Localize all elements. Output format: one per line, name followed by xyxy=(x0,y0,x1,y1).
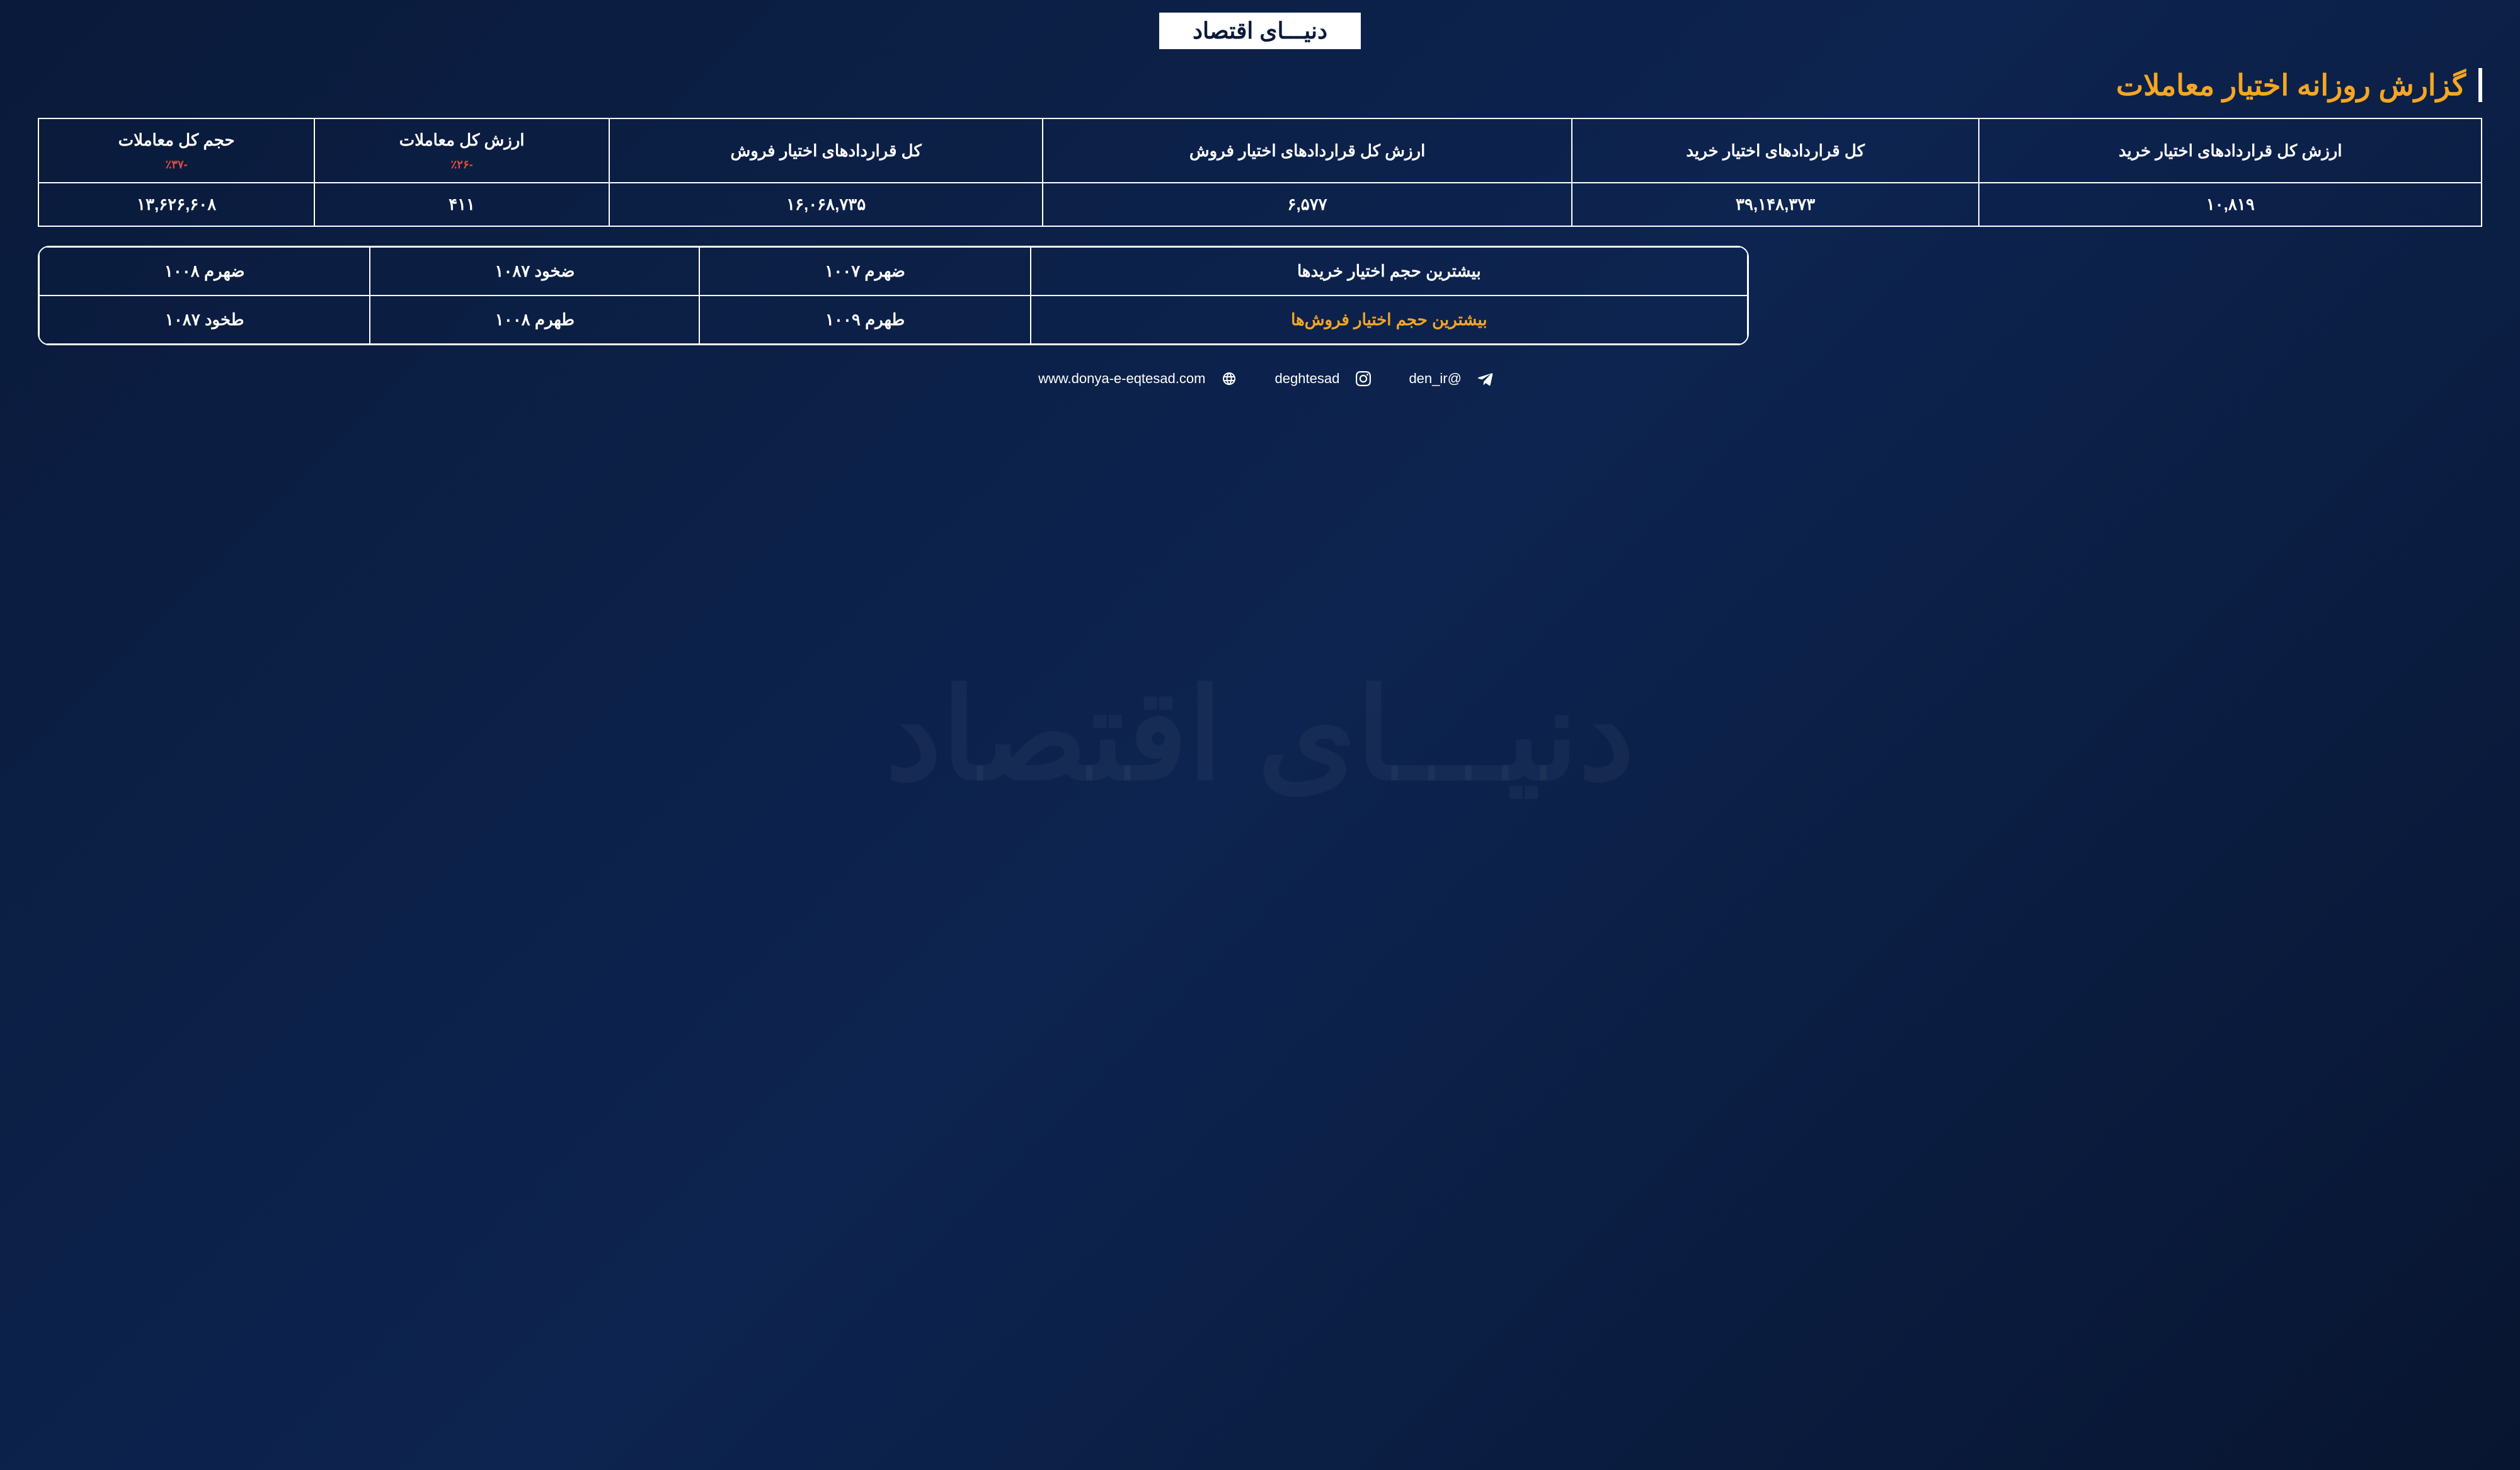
footer-instagram-text: deghtesad xyxy=(1275,370,1340,387)
footer-telegram: @den_ir xyxy=(1397,370,1493,387)
col-header: کل قراردادهای اختیار فروش xyxy=(609,118,1043,183)
footer: @den_ir deghtesad www.donya-e-eqtesad.co… xyxy=(38,370,2482,390)
footer-instagram: deghtesad xyxy=(1264,370,1372,387)
brand-logo: دنیـــای اقتصاد xyxy=(1159,13,1361,49)
volumes-table: بیشترین حجم اختیار خریدها ضهرم ۱۰۰۷ ضخود… xyxy=(38,246,1749,345)
volumes-sell-label: بیشترین حجم اختیار فروش‌ها xyxy=(1031,296,1748,344)
footer-telegram-text: @den_ir xyxy=(1409,370,1462,387)
footer-website-text: www.donya-e-eqtesad.com xyxy=(1038,370,1205,387)
telegram-icon xyxy=(1478,371,1493,386)
title-wrap: گزارش روزانه اختیار معاملات xyxy=(38,68,2482,102)
volumes-cell: طهرم ۱۰۰۸ xyxy=(370,296,699,344)
page-title: گزارش روزانه اختیار معاملات xyxy=(38,68,2466,102)
summary-cell: ۳۹,۱۴۸,۳۷۳ xyxy=(1572,183,1979,226)
volumes-cell: طهرم ۱۰۰۹ xyxy=(699,296,1030,344)
summary-cell: ۶,۵۷۷ xyxy=(1043,183,1571,226)
col-header: ارزش کل معاملات -٪۲۶ xyxy=(314,118,609,183)
pct-value: -٪۲۶ xyxy=(321,156,602,173)
volumes-cell: ضهرم ۱۰۰۷ xyxy=(699,247,1030,296)
summary-cell: ۴۱۱ xyxy=(314,183,609,226)
volumes-buy-label: بیشترین حجم اختیار خریدها xyxy=(1031,247,1748,296)
col-header: ارزش کل قراردادهای اختیار فروش xyxy=(1043,118,1571,183)
instagram-icon xyxy=(1356,371,1371,386)
volumes-cell: ضخود ۱۰۸۷ xyxy=(370,247,699,296)
col-header: کل قراردادهای اختیار خرید xyxy=(1572,118,1979,183)
summary-cell: ۱۳,۶۲۶,۶۰۸ xyxy=(38,183,314,226)
summary-table: ارزش کل قراردادهای اختیار خرید کل قراردا… xyxy=(38,118,2482,227)
watermark: دنیـــای اقتصاد xyxy=(886,662,1635,808)
col-header: حجم کل معاملات -٪۳۷ xyxy=(38,118,314,183)
summary-header-row: ارزش کل قراردادهای اختیار خرید کل قراردا… xyxy=(38,118,2482,183)
col-header: ارزش کل قراردادهای اختیار خرید xyxy=(1979,118,2482,183)
volumes-cell: طخود ۱۰۸۷ xyxy=(39,296,370,344)
summary-cell: ۱۰,۸۱۹ xyxy=(1979,183,2482,226)
col-header-text: حجم کل معاملات xyxy=(118,130,235,149)
col-header-text: ارزش کل معاملات xyxy=(399,130,525,149)
pct-volume: -٪۳۷ xyxy=(45,156,307,173)
volumes-cell: ضهرم ۱۰۰۸ xyxy=(39,247,370,296)
volumes-sell-row: بیشترین حجم اختیار فروش‌ها طهرم ۱۰۰۹ طهر… xyxy=(39,296,1748,344)
globe-icon xyxy=(1222,371,1237,386)
volumes-buy-row: بیشترین حجم اختیار خریدها ضهرم ۱۰۰۷ ضخود… xyxy=(39,247,1748,296)
footer-website: www.donya-e-eqtesad.com xyxy=(1027,370,1237,387)
summary-value-row: ۱۰,۸۱۹ ۳۹,۱۴۸,۳۷۳ ۶,۵۷۷ ۱۶,۰۶۸,۷۳۵ ۴۱۱ ۱… xyxy=(38,183,2482,226)
summary-cell: ۱۶,۰۶۸,۷۳۵ xyxy=(609,183,1043,226)
